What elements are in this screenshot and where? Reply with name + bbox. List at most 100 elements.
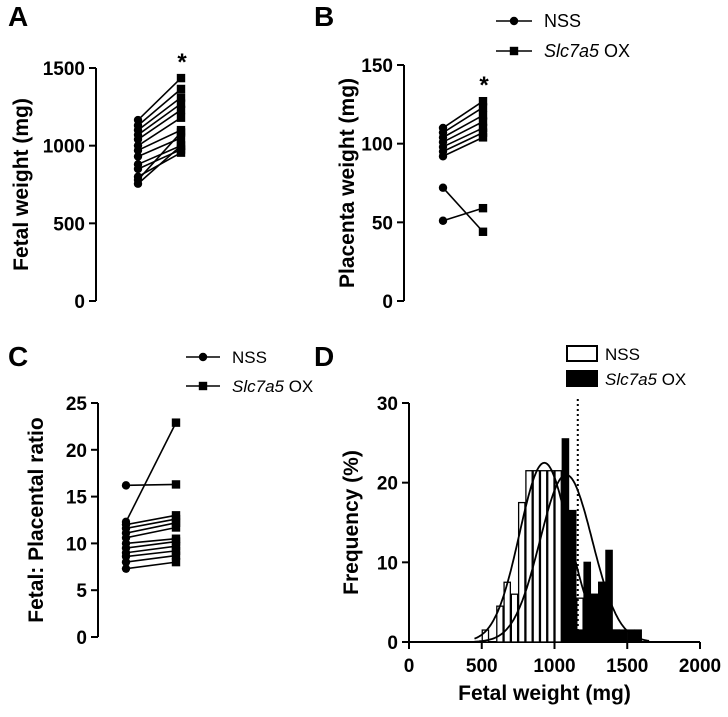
x-tick-label: 1000	[533, 656, 575, 677]
pair-line	[442, 100, 484, 129]
y-tick-label: 30	[377, 394, 398, 415]
point-nss	[133, 146, 143, 155]
pair-line	[137, 103, 182, 136]
panel-a: 0 500 1000 1500 Fetal weight (mg) A *	[8, 1, 187, 313]
legend-marker	[509, 46, 519, 56]
bar-nss	[554, 470, 562, 643]
y-tick-label: 25	[66, 394, 88, 415]
y-tick-label: 1500	[43, 59, 85, 80]
significance-star: *	[177, 49, 187, 76]
legend-marker	[198, 352, 208, 362]
point-slc7a5-ox	[478, 203, 488, 213]
legend-label: Slc7a5 OX	[544, 41, 630, 61]
pair-line	[442, 106, 484, 134]
y-tick-label: 0	[76, 628, 87, 649]
pair-line	[125, 554, 177, 563]
point-slc7a5-ox	[478, 96, 488, 106]
point-slc7a5-ox	[176, 113, 186, 122]
pair-line	[137, 145, 182, 185]
x-tick-label: 500	[466, 656, 498, 677]
y-tick-label: 1000	[43, 137, 85, 158]
y-axis-label: Placenta weight (mg)	[336, 78, 359, 288]
pair-line	[137, 148, 182, 170]
pair-line	[137, 131, 182, 181]
point-slc7a5-ox	[478, 133, 488, 142]
bar-nss	[539, 470, 548, 643]
y-tick-label: 10	[66, 534, 87, 555]
point-slc7a5-ox	[176, 105, 186, 115]
pair-line	[125, 537, 177, 545]
y-tick-label: 100	[361, 135, 393, 156]
pair-line	[137, 117, 182, 147]
bar-slc7a5-ox	[561, 438, 570, 643]
point-nss	[121, 557, 131, 567]
point-slc7a5-ox	[478, 123, 488, 133]
y-tick-label: 500	[53, 214, 85, 235]
bar-slc7a5-ox	[568, 509, 577, 643]
legend-label: NSS	[605, 345, 640, 364]
bar-nss	[517, 501, 526, 643]
fit-curve-slc7a5-ox	[474, 473, 650, 643]
x-tick-label: 2000	[679, 656, 721, 677]
legend-d: NSS Slc7a5 OX	[566, 345, 686, 389]
point-slc7a5-ox	[176, 133, 186, 143]
point-slc7a5-ox	[176, 84, 186, 94]
pair-line	[125, 522, 177, 534]
legend-label: NSS	[232, 348, 267, 367]
point-nss	[438, 183, 448, 192]
y-tick-label: 50	[372, 213, 393, 234]
point-slc7a5-ox	[478, 111, 488, 120]
y-tick-label: 0	[74, 292, 85, 313]
legend-top: NSS Slc7a5 OX	[496, 11, 630, 61]
pair-line	[125, 483, 177, 487]
legend-marker	[198, 381, 208, 391]
bar-slc7a5-ox	[598, 581, 606, 643]
y-axis-label: Frequency (%)	[340, 450, 363, 595]
point-nss	[133, 135, 143, 144]
x-axis-label: Fetal weight (mg)	[458, 682, 631, 705]
legend-label: NSS	[544, 11, 581, 31]
pair-line	[442, 187, 484, 233]
pair-line	[137, 88, 182, 127]
point-nss	[133, 152, 143, 161]
point-slc7a5-ox	[171, 542, 181, 551]
legend-swatch	[566, 345, 598, 362]
y-tick-label: 20	[377, 474, 398, 495]
point-slc7a5-ox	[171, 518, 181, 528]
legend-label: Slc7a5 OX	[605, 370, 686, 389]
point-slc7a5-ox	[176, 148, 186, 157]
y-tick-label: 15	[66, 488, 88, 509]
y-axis-label: Fetal weight (mg)	[10, 98, 33, 271]
point-slc7a5-ox	[176, 128, 186, 137]
pair-line	[137, 96, 182, 131]
point-slc7a5-ox	[171, 551, 181, 560]
pair-line	[442, 136, 484, 157]
y-tick-label: 0	[382, 292, 393, 313]
point-slc7a5-ox	[171, 523, 181, 532]
pair-line	[442, 131, 484, 153]
pair-line	[125, 550, 177, 558]
pair-line	[125, 422, 177, 523]
pair-line	[442, 207, 484, 222]
x-tick-label: 0	[404, 656, 415, 677]
pair-line	[137, 129, 182, 152]
fit-curve-nss	[474, 461, 650, 643]
legend-marker	[509, 16, 519, 26]
legend-c: NSS Slc7a5 OX	[186, 348, 313, 396]
pair-line	[442, 114, 484, 139]
x-tick-label: 1500	[606, 656, 648, 677]
point-slc7a5-ox	[478, 128, 488, 137]
y-axis-label: Fetal: Placental ratio	[25, 417, 48, 622]
panel-c: 0 5 10 15 20 25 Fetal: Placental ratio C	[8, 341, 181, 649]
point-slc7a5-ox	[176, 141, 186, 150]
point-slc7a5-ox	[478, 227, 488, 236]
point-nss	[121, 564, 131, 573]
panel-label: D	[314, 341, 334, 372]
point-slc7a5-ox	[171, 480, 181, 489]
point-slc7a5-ox	[171, 537, 181, 546]
point-slc7a5-ox	[176, 93, 186, 102]
point-slc7a5-ox	[478, 103, 488, 112]
panel-label: B	[314, 1, 334, 32]
bar-slc7a5-ox	[619, 629, 628, 643]
